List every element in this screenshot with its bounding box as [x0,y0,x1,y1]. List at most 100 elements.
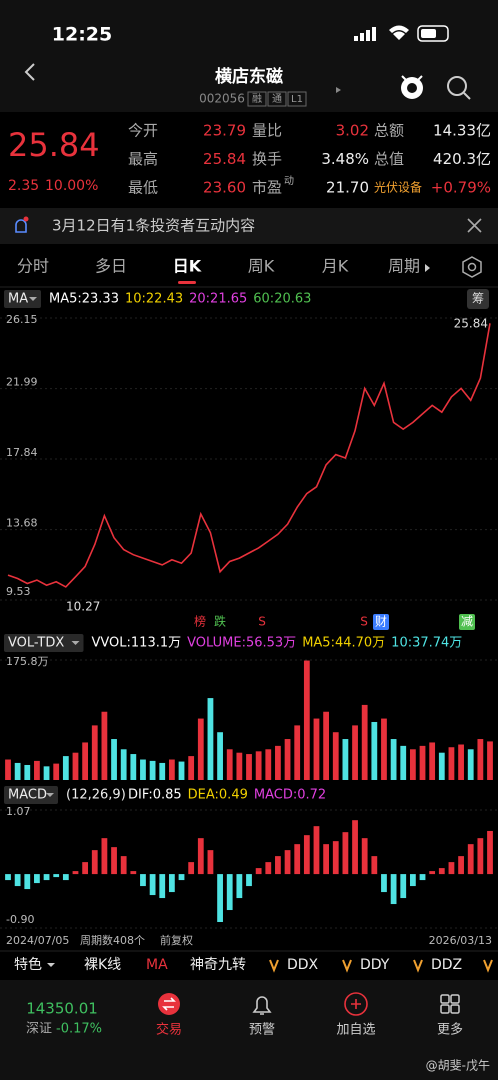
next-arrow[interactable] [336,87,341,93]
indicator-option[interactable]: 裸K线 [84,957,121,973]
legend-item: DEA:0.49 [188,788,248,803]
v-mark [269,959,279,973]
legend-item: MA5:44.70万 [302,636,385,651]
price-change-percent: 10.00% [45,178,98,194]
back-button[interactable] [24,63,35,81]
indicator-option[interactable]: 特色 [14,956,42,973]
notice-text[interactable]: 3月12日有1条投资者互动内容 [52,217,255,235]
robot-icon[interactable] [401,75,423,99]
indicator-caret [71,641,80,645]
macd-bar [140,874,146,887]
quote-label: 总额 [374,122,404,140]
macd-bar [246,874,252,887]
indicator-box[interactable] [4,786,58,804]
period-tab[interactable]: 周K [248,257,275,276]
volume-bar [409,749,416,780]
macd-bar [159,874,166,899]
tag-box [247,91,267,107]
volume-bar [62,756,69,780]
nav-label[interactable]: 加自选 [336,1023,375,1038]
macd-bar [487,830,493,875]
top-bg [0,0,498,112]
nav-icon [162,997,176,1011]
indicator-option[interactable]: DDY [360,957,390,973]
nav-label[interactable]: 更多 [437,1022,463,1038]
volume-bar [342,739,349,780]
indicator-option[interactable]: MA [146,957,168,973]
settings-icon[interactable] [462,256,482,278]
stock-name: 横店东磁 [215,66,283,87]
period-tab[interactable]: 分时 [17,257,49,276]
volume-bar [168,759,175,780]
macd-bar [226,874,233,911]
macd-bar [265,862,272,875]
volume-bar [217,732,223,780]
legend-item: MA5:23.33 [49,292,119,307]
macd-bar [207,850,214,875]
signal-marker: S [258,615,266,629]
side-button-box[interactable] [467,289,489,309]
indicator-name[interactable]: MA [8,292,28,307]
search-icon[interactable] [447,76,471,100]
nav-label[interactable]: 预警 [249,1022,275,1038]
indicator-option[interactable]: DDZ [431,957,462,973]
period-tab[interactable]: 月K [322,257,349,276]
macd-bar [111,847,117,875]
indicator-caret [46,793,54,797]
volume-bar [149,760,156,780]
side-button[interactable]: 筹 [472,292,484,306]
close-notice[interactable] [467,218,482,233]
volume-bar [303,660,310,780]
nav-label[interactable]: 交易 [156,1022,182,1038]
volume-bar [101,711,108,780]
legend-item: VOLUME:56.53万 [187,636,296,651]
volume-bar [24,764,31,780]
volume-bar [352,725,358,780]
period-tab[interactable]: 日K [173,257,202,276]
volume-bar [265,749,272,780]
nav-bg [0,980,498,1080]
signal-marker: S [360,615,368,629]
macd-bar [130,871,137,875]
volume-bar [332,732,339,780]
axis-footer: 周期数408个 [80,934,145,947]
indicator-params: (12,26,9) [66,788,126,803]
macd-bar [361,838,368,875]
indicator-box[interactable] [4,290,41,308]
legend-item: 10:22.43 [125,292,183,307]
volume-bar [120,749,127,780]
volume-bar [458,744,464,780]
y-tick-label: 1.07 [6,805,31,818]
macd-bar [303,835,310,875]
macd-bar [188,862,195,875]
period-tab[interactable]: 多日 [95,257,127,276]
index-value: 14350.01 [26,1000,98,1018]
volume-bar [5,759,11,780]
volume-bar [82,742,89,780]
macd-bar [381,874,387,893]
price-line [7,323,491,588]
axis-footer: 2024/07/05 [6,934,69,947]
legend-item: DIF:0.85 [128,788,182,803]
indicator-box[interactable] [4,634,84,652]
y-tick-label: 21.99 [6,376,38,389]
nav-icon [344,992,368,1016]
indicator-option[interactable]: 神奇九转 [190,956,246,973]
macd-bar [14,874,21,887]
indicator-option[interactable]: DDX [287,957,319,973]
legend-item: 60:20.63 [253,292,311,307]
nav-icon [351,999,361,1009]
macd-bar [275,856,281,875]
period-tab[interactable]: 周期 [388,257,420,276]
volume-bar [236,752,243,780]
indicator-name[interactable]: VOL-TDX [8,636,64,651]
macd-bar [168,874,175,893]
macd-bar [72,871,79,875]
macd-bar [53,874,60,878]
quote-label: 最低 [128,179,158,197]
y-tick-label: 26.15 [6,313,38,326]
macd-bar [467,844,474,875]
status-icons [354,25,449,42]
indicator-name[interactable]: MACD [8,788,47,803]
y-tick-label: 175.8万 [6,655,49,668]
